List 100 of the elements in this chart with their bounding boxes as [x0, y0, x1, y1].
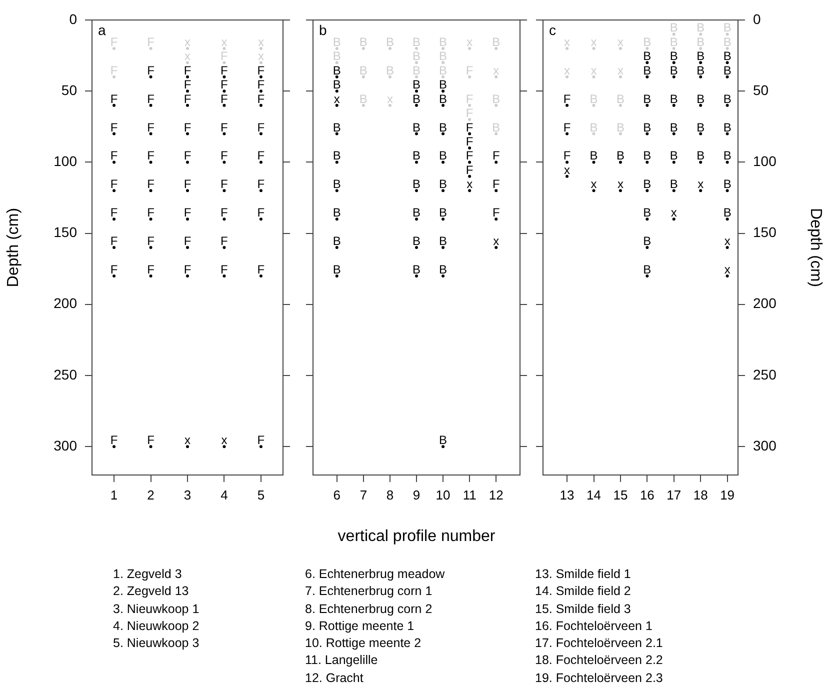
- y2-tick-label: 300: [753, 437, 777, 454]
- x-tick-label: 7: [360, 487, 368, 502]
- text: 15. Smilde field 3: [535, 600, 632, 618]
- point: [112, 132, 116, 136]
- point: [112, 160, 116, 164]
- point: [442, 75, 445, 78]
- text: 2. Zegveld 13: [113, 583, 190, 600]
- x-axis-title: vertical profile number: [338, 528, 496, 546]
- data-label: B: [670, 92, 678, 106]
- data-label: F: [492, 148, 500, 163]
- point: [415, 189, 418, 192]
- data-label: B: [643, 49, 652, 64]
- data-label: B: [643, 177, 652, 192]
- point: [618, 160, 622, 164]
- point: [699, 160, 702, 164]
- point: [186, 445, 189, 448]
- data-label: B: [670, 177, 678, 192]
- data-label: x: [466, 177, 473, 192]
- point: [222, 274, 226, 278]
- point: [618, 46, 622, 50]
- text: 5. Nieuwkoop 3: [113, 635, 200, 652]
- data-label: B: [643, 92, 652, 106]
- data-label: B: [332, 78, 341, 92]
- data-label: F: [110, 177, 118, 192]
- data-label: B: [412, 262, 421, 276]
- point: [646, 61, 649, 64]
- data-label: B: [670, 148, 678, 163]
- point: [415, 246, 418, 249]
- data-label: B: [439, 148, 448, 163]
- text: 14. Smilde field 2: [535, 583, 632, 600]
- text: 3. Nieuwkoop 1: [113, 600, 200, 618]
- point: [362, 46, 365, 50]
- point: [726, 218, 729, 221]
- point: [592, 104, 596, 107]
- data-label: B: [616, 148, 624, 163]
- point: [672, 218, 676, 221]
- data-label: B: [590, 148, 598, 163]
- point: [149, 246, 152, 249]
- point: [112, 75, 116, 78]
- point: [222, 160, 226, 164]
- data-label: x: [493, 234, 500, 248]
- point: [222, 75, 226, 78]
- data-label: x: [617, 177, 624, 192]
- point: [442, 61, 445, 64]
- y2-axis-title: Depth (cm): [806, 208, 824, 288]
- x-tick-label: 1: [110, 487, 118, 502]
- data-label: x: [724, 234, 730, 248]
- data-label: B: [696, 120, 705, 134]
- point: [112, 104, 116, 107]
- data-label: F: [184, 177, 192, 192]
- text: 16. Fochteloërveen 1: [535, 618, 654, 635]
- point: [726, 46, 729, 50]
- point: [112, 274, 116, 278]
- data-label: F: [257, 120, 265, 134]
- point: [415, 61, 418, 64]
- point: [186, 132, 189, 136]
- data-label: F: [492, 177, 500, 192]
- point: [335, 75, 338, 78]
- data-label: F: [184, 120, 192, 134]
- y-tick-label: 250: [54, 366, 78, 382]
- point: [149, 218, 152, 221]
- y-tick-label: 150: [54, 224, 78, 240]
- point: [149, 189, 152, 192]
- point: [112, 218, 116, 221]
- point: [112, 189, 116, 192]
- point: [186, 189, 189, 192]
- point: [494, 160, 498, 164]
- point: [149, 104, 152, 107]
- data-label: x: [564, 162, 570, 177]
- point: [726, 61, 729, 64]
- data-label: F: [257, 92, 265, 106]
- data-label: B: [332, 206, 341, 220]
- text: 12. Gracht: [305, 670, 364, 687]
- point: [259, 274, 262, 278]
- point: [494, 75, 498, 78]
- point: [259, 189, 262, 192]
- data-label: F: [220, 78, 228, 92]
- data-label: B: [439, 206, 448, 220]
- point: [494, 218, 498, 221]
- point: [646, 46, 649, 50]
- point: [186, 46, 189, 50]
- data-label: B: [439, 78, 448, 92]
- point: [259, 75, 262, 78]
- point: [726, 160, 729, 164]
- chart-title: a: [98, 22, 106, 38]
- point: [646, 160, 649, 164]
- point: [672, 132, 676, 136]
- point: [726, 32, 729, 36]
- y2-tick-label: 150: [753, 224, 777, 240]
- point: [335, 189, 338, 192]
- text: 7. Echtenerbrug corn 1: [305, 583, 434, 600]
- data-label: F: [184, 63, 192, 78]
- data-label: B: [723, 120, 732, 134]
- data-label: B: [670, 63, 678, 78]
- point: [494, 104, 498, 107]
- point: [566, 75, 569, 78]
- point: [186, 218, 189, 221]
- data-label: F: [257, 63, 265, 78]
- data-label: B: [332, 120, 341, 134]
- point: [442, 90, 445, 93]
